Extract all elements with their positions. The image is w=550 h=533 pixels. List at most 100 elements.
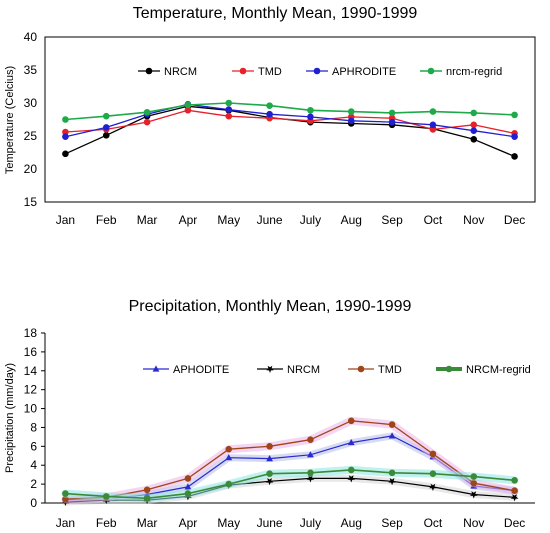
temperature-aphrodite-point: [511, 133, 518, 140]
precipitation-y-ticks: 0 2 4 6 8 10 12 14 16 18: [24, 326, 45, 510]
precipitation-nrcm-point: [429, 483, 437, 491]
precipitation-nrcm-regrid-point: [143, 494, 151, 502]
temperature-series-nrcm-regrid-line: [65, 102, 515, 121]
temperature-legend: NRCM TMD APHRODITE nrcm-regrid: [138, 66, 502, 78]
temperature-y-ticks: 15 20 25 30 35 40: [24, 30, 38, 209]
temperature-aphrodite-point: [62, 133, 69, 140]
precipitation-nrcm-point: [306, 475, 315, 483]
precipitation-y-tick-label: 2: [30, 477, 37, 491]
precipitation-nrcm-point: [347, 475, 356, 483]
legend-temperature-nrcm-marker: [145, 67, 153, 75]
legend-precipitation-aphodite-label: APHODITE: [173, 364, 229, 376]
temperature-aphrodite-point: [102, 124, 110, 131]
temperature-x-ticks: Jan Feb Mar Apr May June July Aug Sep Oct Nov Dec: [56, 213, 526, 227]
precipitation-y-tick-label: 16: [24, 345, 38, 359]
temperature-series: [62, 99, 518, 160]
temperature-tmd-point: [470, 121, 478, 129]
precipitation-x-tick-label: Nov: [463, 516, 484, 530]
precipitation-aphodite-point: [266, 455, 273, 462]
precipitation-nrcm-regrid-point: [388, 469, 396, 477]
precipitation-tmd-point: [470, 479, 478, 487]
temperature-y-axis-label: Temperature (Celcius): [4, 66, 16, 174]
temperature-series-tmd-line: [65, 109, 515, 135]
temperature-x-tick-label: Dec: [504, 213, 525, 227]
precipitation-series: [61, 416, 519, 507]
precipitation-aphodite-point: [307, 451, 314, 458]
temperature-nrcm-point: [511, 153, 518, 160]
temperature-aphrodite-point: [225, 106, 233, 113]
precipitation-x-tick-label: Dec: [504, 516, 525, 530]
temperature-y-tick-label: 40: [24, 30, 38, 44]
temperature-aphrodite-point: [470, 127, 478, 135]
precipitation-x-tick-label: Apr: [179, 516, 198, 530]
precipitation-y-axis-label: Precipitation (mm/day): [4, 363, 16, 473]
precipitation-chart-title: Precipitation, Monthly Mean, 1990-1999: [129, 298, 412, 315]
temperature-tmd-point: [184, 106, 192, 114]
precipitation-legend: APHODITE NRCM TMD NRCM-regrid: [143, 364, 531, 376]
precipitation-x-tick-label: Mar: [137, 516, 158, 530]
temperature-nrcm-regrid-point: [184, 101, 192, 109]
legend-precipitation-nrcm-marker: [266, 365, 274, 373]
precipitation-chart: Precipitation, Monthly Mean, 1990-1999 P…: [4, 298, 535, 530]
legend-temperature-nrcm-regrid-marker: [427, 67, 435, 75]
precipitation-tmd-point: [266, 443, 273, 450]
precipitation-nrcm-regrid-point: [511, 477, 518, 484]
temperature-nrcm-regrid-point: [388, 109, 396, 117]
precipitation-x-tick-label: Aug: [341, 516, 362, 530]
precipitation-y-tick-label: 18: [24, 326, 38, 340]
temperature-chart-title: Temperature, Monthly Mean, 1990-1999: [133, 5, 418, 22]
temperature-y-tick-label: 20: [24, 162, 38, 176]
precipitation-tmd-point: [307, 436, 314, 444]
temperature-series-aphrodite-line: [65, 103, 515, 138]
precipitation-nrcm-point: [510, 494, 519, 502]
precipitation-nrcm-regrid-point: [102, 493, 110, 500]
precipitation-tmd-point: [511, 487, 518, 495]
temperature-nrcm-point: [470, 136, 478, 143]
precipitation-x-tick-label: Oct: [424, 516, 443, 530]
precipitation-nrcm-regrid-point: [184, 490, 192, 497]
precipitation-nrcm-regrid-point: [266, 470, 273, 478]
precipitation-x-tick-label: June: [257, 516, 283, 530]
temperature-tmd-point: [62, 128, 69, 136]
temperature-nrcm-regrid-point: [307, 106, 314, 114]
temperature-y-tick-label: 15: [24, 195, 38, 209]
legend-precipitation-nrcm-regrid-marker: [445, 365, 453, 373]
precipitation-nrcm-regrid-point: [307, 469, 314, 477]
temperature-nrcm-point: [102, 132, 110, 139]
legend-temperature-nrcm-regrid-label: nrcm-regrid: [446, 66, 502, 78]
legend-temperature-aphrodite-marker: [313, 67, 321, 75]
temperature-aphrodite-point: [347, 117, 355, 125]
temperature-nrcm-regrid-point: [429, 108, 437, 115]
precipitation-y-tick-label: 6: [30, 439, 37, 453]
precipitation-y-tick-label: 10: [24, 402, 38, 416]
temperature-x-tick-label: June: [257, 213, 283, 227]
precipitation-tmd-point: [143, 486, 151, 494]
temperature-plot-area: [44, 36, 536, 203]
temperature-aphrodite-point: [307, 113, 314, 121]
precipitation-tmd-point: [429, 450, 437, 458]
precipitation-aphodite-point: [347, 438, 355, 446]
legend-precipitation-nrcm-label: NRCM: [287, 364, 320, 376]
precipitation-y-tick-label: 0: [30, 496, 37, 510]
precipitation-tmd-point: [347, 417, 355, 425]
legend-precipitation-tmd-label: TMD: [378, 364, 402, 376]
precipitation-nrcm-regrid-point: [347, 466, 355, 474]
legend-temperature-tmd-label: TMD: [258, 66, 282, 78]
precipitation-tmd-point: [225, 445, 233, 453]
precipitation-tmd-point: [388, 421, 396, 428]
legend-precipitation-aphodite-marker: [152, 365, 160, 372]
precipitation-x-tick-label: July: [300, 516, 321, 530]
temperature-nrcm-regrid-point: [470, 109, 478, 117]
precipitation-x-ticks: Jan Feb Mar Apr May June July Aug Sep Oct Nov Dec: [56, 516, 526, 530]
temperature-tmd-point: [143, 118, 151, 126]
precipitation-aphodite-point: [184, 483, 192, 490]
precipitation-nrcm-regrid-point: [429, 470, 437, 478]
temperature-aphrodite-point: [266, 110, 273, 118]
precipitation-y-tick-label: 14: [24, 364, 38, 378]
temperature-aphrodite-point: [429, 121, 437, 129]
temperature-x-tick-label: Jan: [56, 213, 75, 227]
temperature-x-tick-label: Oct: [424, 213, 443, 227]
precipitation-nrcm-point: [388, 478, 396, 486]
legend-temperature-tmd-marker: [239, 67, 247, 75]
